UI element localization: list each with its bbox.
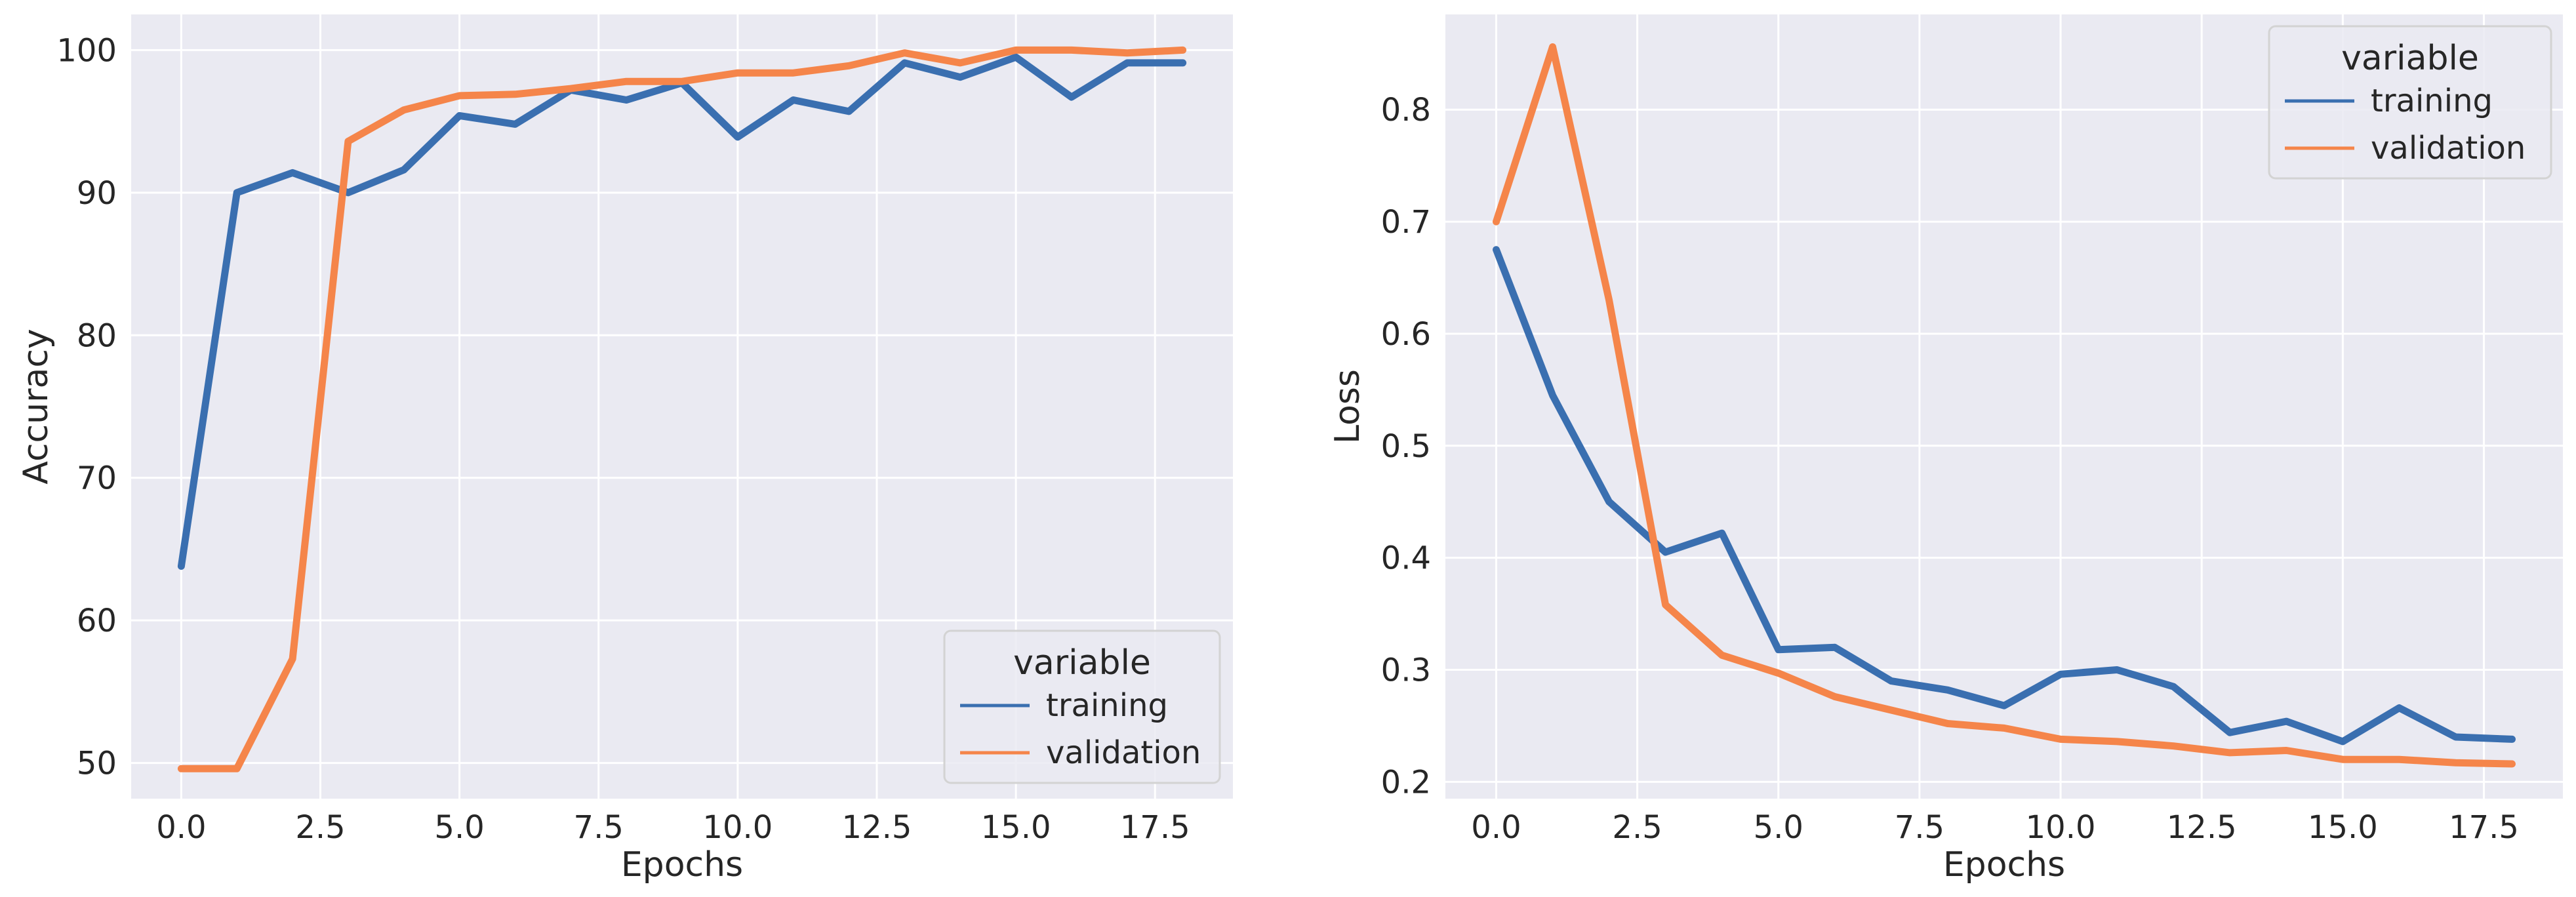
loss-y-tick-label-0-2: 0.2 (1381, 764, 1431, 801)
accuracy-x-tick-label-5-0: 5.0 (434, 809, 484, 846)
loss-x-tick-label-10-0: 10.0 (2026, 809, 2096, 846)
accuracy-legend: variable training validation (943, 629, 1221, 784)
loss-y-tick-label-0-6: 0.6 (1381, 316, 1431, 353)
accuracy-y-tick-label-50: 50 (77, 746, 117, 782)
accuracy-x-tick-label-7-5: 7.5 (574, 809, 624, 846)
loss-series-lines (1493, 43, 2516, 768)
accuracy-y-ticks: 50 60 70 80 90 100 (56, 32, 117, 782)
accuracy-x-axis-label: Epochs (621, 845, 743, 885)
accuracy-y-tick-label-60: 60 (77, 603, 117, 639)
accuracy-y-tick-label-80: 80 (77, 317, 117, 354)
loss-validation-line (1493, 43, 2516, 768)
accuracy-series-lines (177, 46, 1187, 772)
accuracy-grid (131, 14, 1233, 799)
accuracy-y-tick-label-90: 90 (77, 175, 117, 212)
loss-legend-validation-label: validation (2371, 130, 2526, 167)
accuracy-legend-box (943, 629, 1221, 784)
accuracy-x-ticks: 0.0 2.5 5.0 7.5 10.0 12.5 15.0 17.5 (156, 809, 1190, 846)
accuracy-x-tick-label-17-5: 17.5 (1120, 809, 1190, 846)
loss-x-tick-label-0-0: 0.0 (1471, 809, 1521, 846)
loss-y-axis-label: Loss (1328, 369, 1367, 444)
loss-x-tick-label-5-0: 5.0 (1754, 809, 1803, 846)
loss-training-line (1493, 246, 2516, 746)
loss-x-tick-label-17-5: 17.5 (2449, 809, 2519, 846)
loss-legend-title: variable (2341, 39, 2479, 78)
accuracy-validation-line (177, 46, 1187, 772)
loss-x-tick-label-7-5: 7.5 (1895, 809, 1944, 846)
accuracy-x-tick-label-12-5: 12.5 (842, 809, 912, 846)
loss-y-tick-label-0-3: 0.3 (1381, 652, 1431, 689)
accuracy-x-tick-label-15-0: 15.0 (981, 809, 1051, 846)
accuracy-legend-training-label: training (1046, 687, 1168, 724)
loss-legend-box (2268, 25, 2552, 180)
loss-x-tick-label-2-5: 2.5 (1612, 809, 1662, 846)
loss-x-axis-label: Epochs (1943, 845, 2065, 885)
loss-x-tick-label-12-5: 12.5 (2167, 809, 2237, 846)
loss-grid (1445, 14, 2563, 799)
accuracy-x-tick-label-0-0: 0.0 (156, 809, 206, 846)
loss-chart: 0.0 2.5 5.0 7.5 10.0 12.5 15.0 17.5 0.20.30.40.… (1328, 14, 2563, 885)
accuracy-y-tick-label-100: 100 (56, 32, 117, 69)
accuracy-y-axis-label: Accuracy (16, 329, 56, 484)
accuracy-x-tick-label-10-0: 10.0 (702, 809, 773, 846)
accuracy-chart: 0.0 2.5 5.0 7.5 10.0 12.5 15.0 17.5 50 60 70 80 90 1… (16, 14, 1233, 885)
loss-x-ticks: 0.0 2.5 5.0 7.5 10.0 12.5 15.0 17.5 (1471, 809, 2519, 846)
accuracy-legend-validation-label: validation (1046, 734, 1201, 771)
loss-y-tick-label-0-7: 0.7 (1381, 204, 1431, 241)
loss-y-tick-label-0-5: 0.5 (1381, 428, 1431, 465)
loss-y-ticks: 0.2 0.3 0.4 0.5 0.6 0.7 0.8 (1381, 92, 1431, 801)
accuracy-y-tick-label-70: 70 (77, 460, 117, 497)
accuracy-legend-title: variable (1013, 643, 1151, 683)
loss-legend-training-label: training (2371, 83, 2493, 119)
loss-y-tick-label-0-4: 0.4 (1381, 540, 1431, 577)
loss-y-tick-label-0-8: 0.8 (1381, 92, 1431, 129)
loss-legend: variable training validation (2268, 25, 2552, 180)
loss-x-tick-label-15-0: 15.0 (2308, 809, 2378, 846)
accuracy-x-tick-label-2-5: 2.5 (295, 809, 345, 846)
